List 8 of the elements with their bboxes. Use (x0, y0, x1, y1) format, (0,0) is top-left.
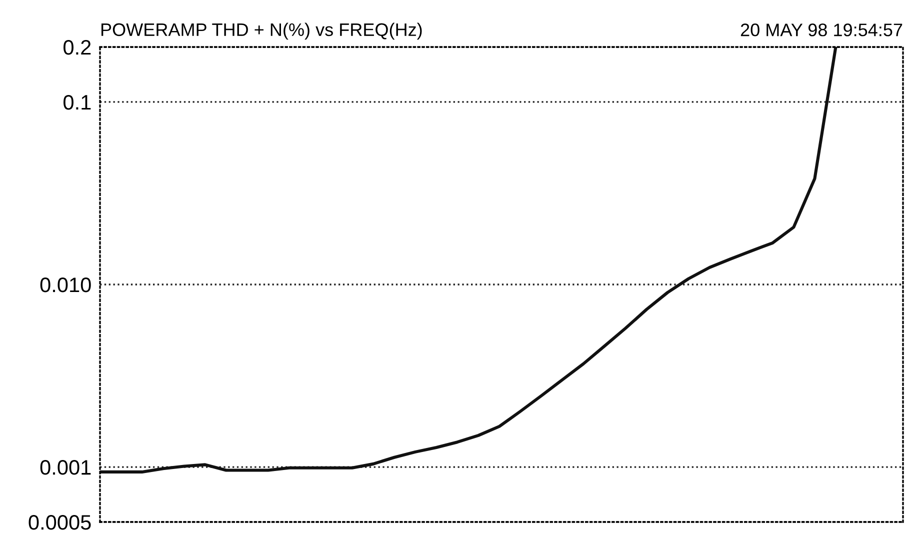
y-tick-label: 0.010 (40, 278, 91, 292)
line-series (100, 47, 838, 474)
y-tick-label: 0.2 (64, 40, 91, 55)
text: 20 MAY 98 19:54:57 (740, 24, 902, 36)
y-tick-label: 0.0005 (28, 515, 91, 530)
y-tick-label: 0.1 (64, 94, 91, 110)
y-tick-label: 0.001 (40, 460, 91, 475)
chart-title: POWERAMP THD + N(%) vs FREQ(Hz) (101, 22, 422, 40)
